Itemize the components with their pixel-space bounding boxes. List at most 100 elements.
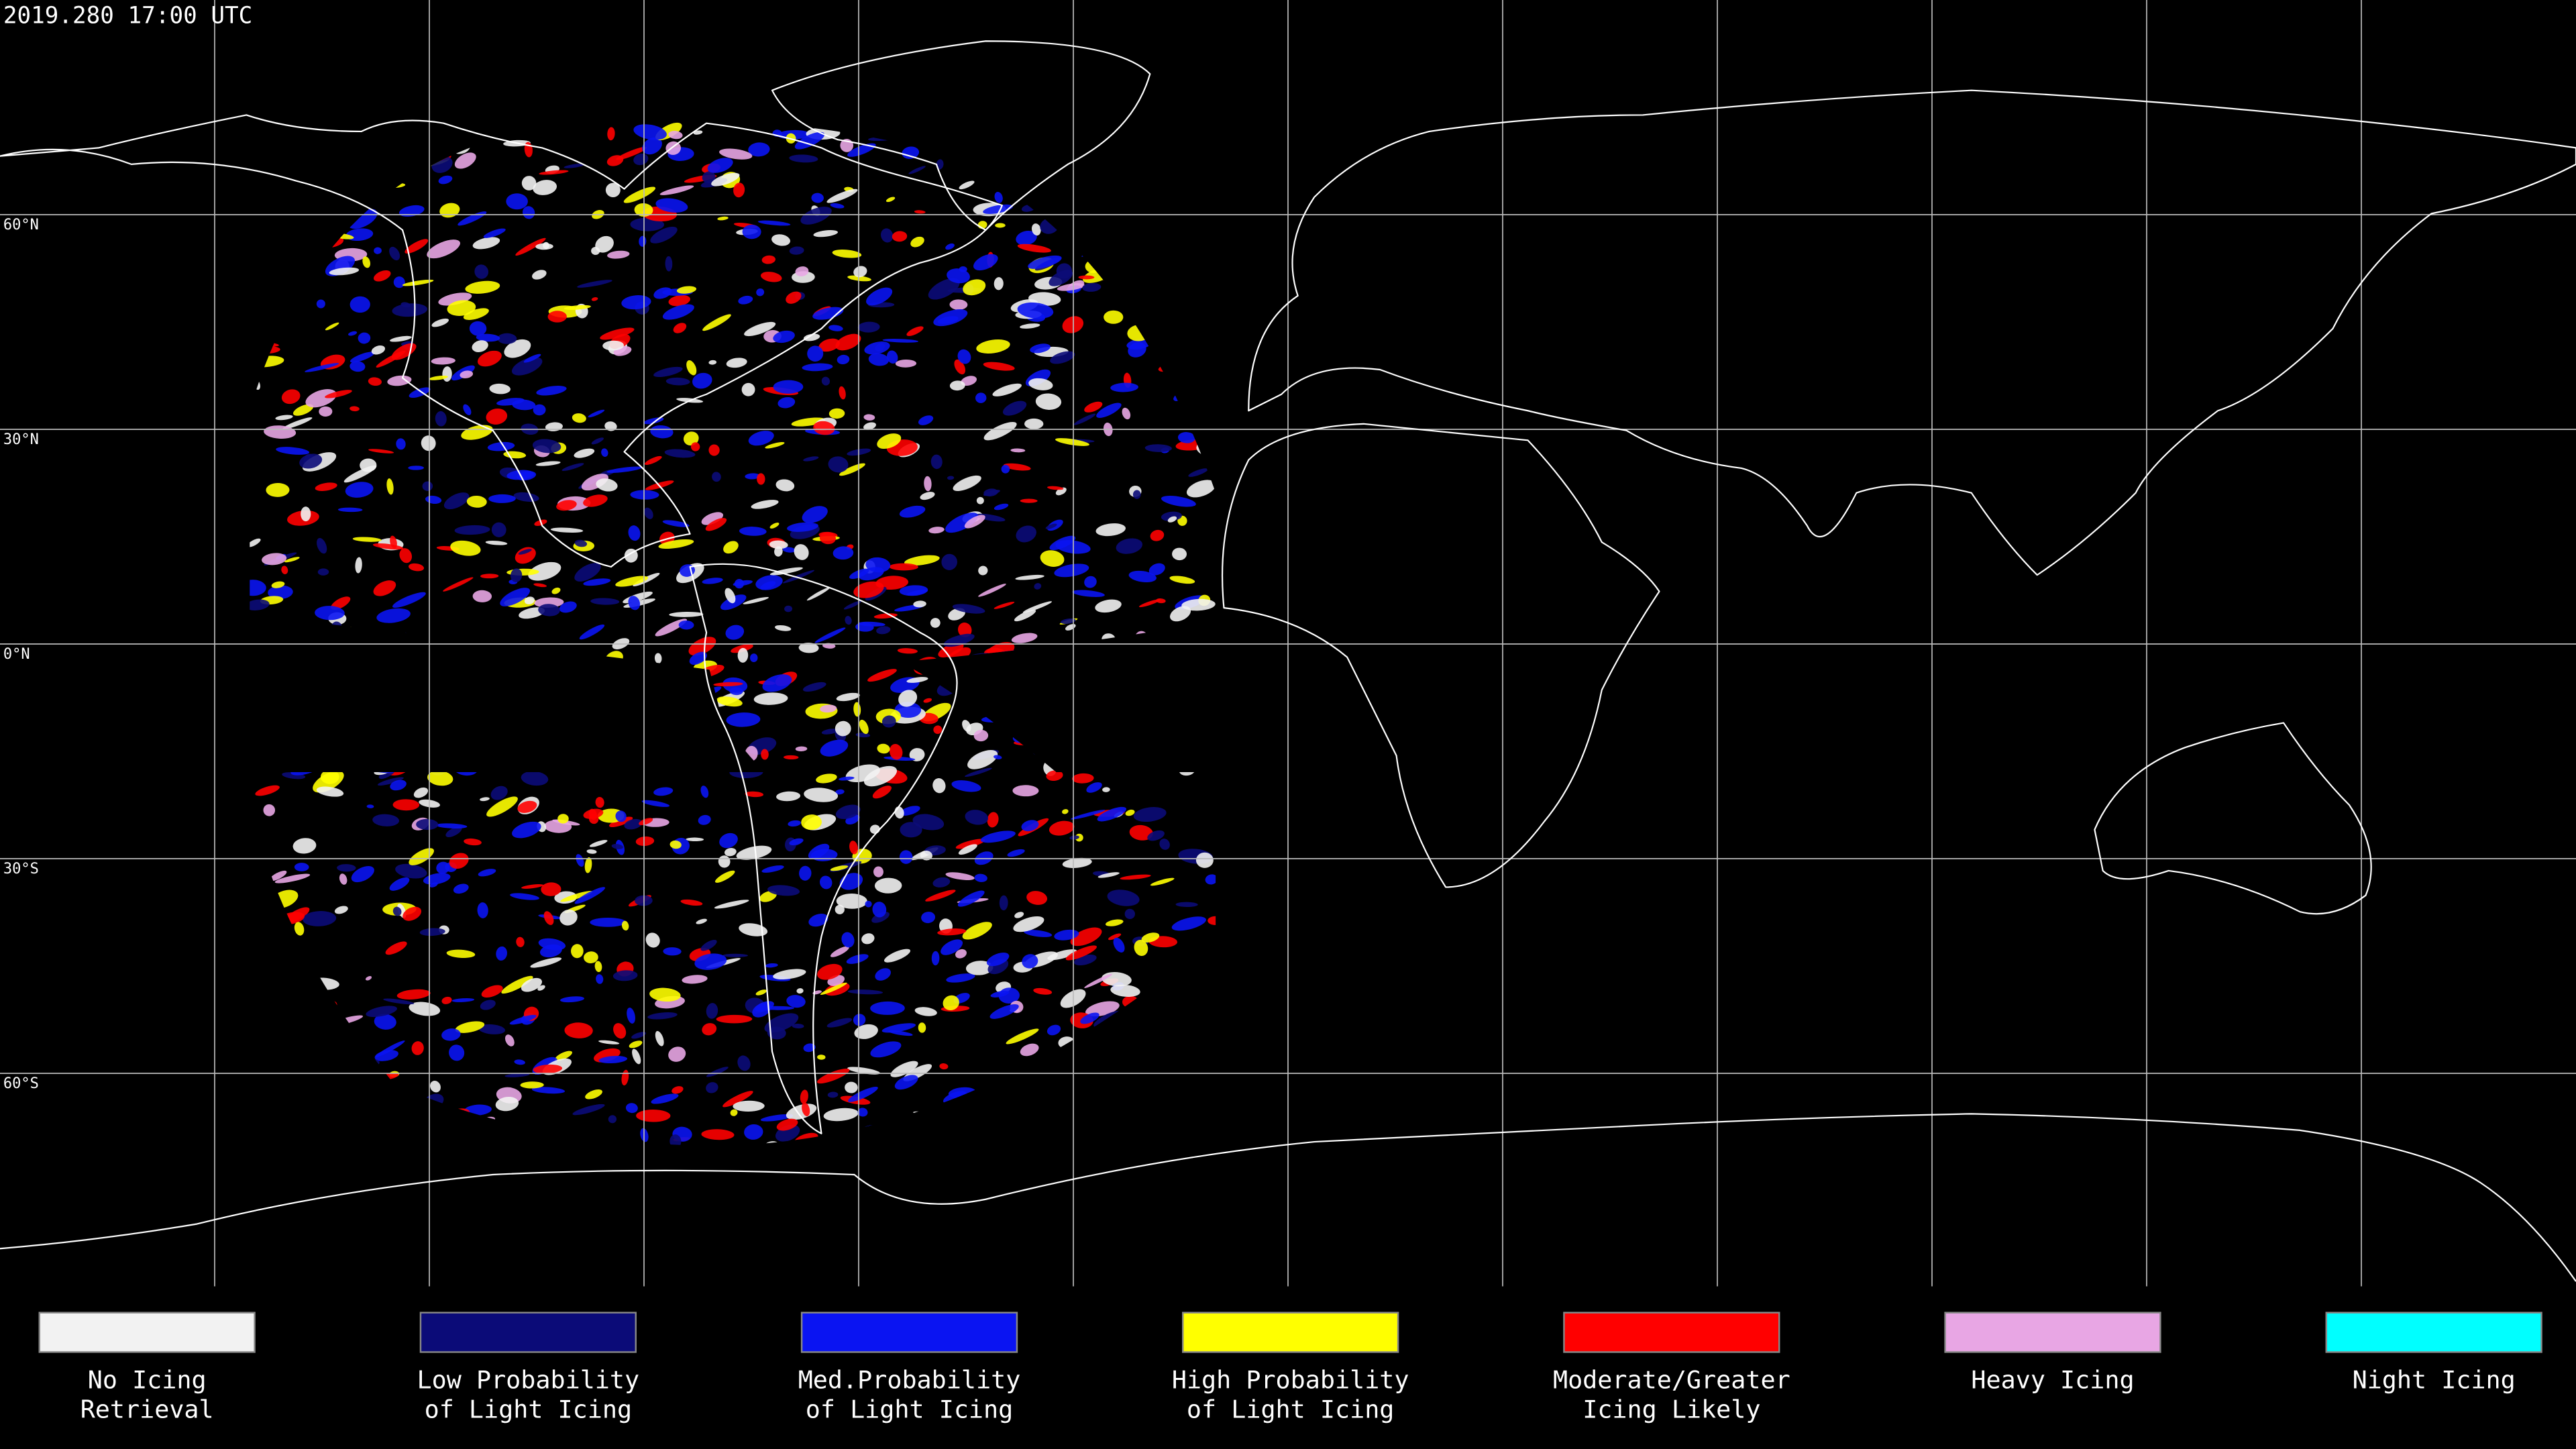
icing-patch xyxy=(733,580,753,586)
icing-patch xyxy=(504,1034,515,1046)
icing-patch xyxy=(1007,849,1025,857)
icing-patch xyxy=(528,561,561,581)
icing-patch xyxy=(1171,916,1206,931)
legend-swatch xyxy=(419,1311,637,1353)
icing-patch xyxy=(775,625,792,631)
icing-patch xyxy=(701,512,724,525)
icing-patch xyxy=(802,682,826,692)
icing-patch xyxy=(535,461,561,466)
icing-patch xyxy=(1050,351,1075,364)
icing-patch xyxy=(594,961,602,973)
icing-patch xyxy=(523,354,541,363)
icing-patch xyxy=(1015,574,1044,580)
icing-patch xyxy=(350,406,360,412)
icing-patch xyxy=(547,311,567,323)
icing-patch xyxy=(586,849,597,854)
icing-patch xyxy=(315,482,337,491)
icing-patch xyxy=(515,547,536,564)
icing-patch xyxy=(811,193,824,203)
icing-patch xyxy=(1017,302,1054,319)
icing-patch xyxy=(1055,438,1089,446)
icing-patch xyxy=(447,300,476,316)
icing-patch xyxy=(937,928,967,936)
icing-patch xyxy=(480,1000,496,1010)
icing-patch xyxy=(817,963,843,980)
icing-patch xyxy=(775,479,795,492)
icing-patch xyxy=(1148,563,1165,576)
icing-patch xyxy=(557,814,569,824)
icing-patch xyxy=(497,333,517,344)
icing-patch xyxy=(365,975,372,981)
icing-patch xyxy=(973,254,998,271)
icing-patch xyxy=(841,932,855,948)
africa-eurasia xyxy=(1221,89,2576,888)
icing-patch xyxy=(700,786,709,798)
icing-patch xyxy=(642,137,662,155)
icing-patch xyxy=(1125,809,1135,816)
icing-patch xyxy=(375,1040,405,1057)
icing-patch xyxy=(669,612,704,617)
icing-patch xyxy=(480,797,490,802)
icing-patch xyxy=(769,523,780,529)
icing-patch xyxy=(644,455,662,466)
icing-patch xyxy=(835,333,861,351)
icing-patch xyxy=(859,719,869,735)
icing-patch xyxy=(511,568,523,582)
icing-patch xyxy=(874,877,902,894)
icing-patch xyxy=(918,1022,926,1033)
icing-patch xyxy=(281,566,288,574)
icing-patch xyxy=(347,331,358,336)
icing-patch xyxy=(445,826,462,837)
icing-patch xyxy=(683,431,699,446)
icing-patch xyxy=(608,1115,617,1124)
icing-patch xyxy=(962,720,971,733)
icing-patch xyxy=(1120,874,1151,880)
icing-patch xyxy=(392,592,426,608)
icing-patch xyxy=(828,325,843,331)
icing-patch xyxy=(408,466,424,470)
icing-patch xyxy=(933,725,943,735)
icing-patch xyxy=(939,1063,949,1070)
icing-patch xyxy=(920,850,932,861)
icing-patch xyxy=(533,583,547,588)
icing-patch xyxy=(983,204,1014,214)
icing-patch xyxy=(255,785,280,796)
icing-patch xyxy=(716,1014,753,1024)
icing-patch xyxy=(853,266,867,278)
legend-label: of Light Icing xyxy=(425,1395,633,1424)
icing-patch xyxy=(941,939,963,955)
icing-patch xyxy=(773,969,806,980)
latitude-label: 30°S xyxy=(3,861,39,877)
icing-patch xyxy=(392,303,428,317)
icing-patch xyxy=(761,749,769,760)
icing-patch xyxy=(795,266,809,276)
icing-patch xyxy=(870,1041,902,1058)
icing-patch xyxy=(345,482,374,498)
north-america xyxy=(0,114,1003,568)
icing-patch xyxy=(518,549,532,555)
icing-patch xyxy=(1110,984,1140,998)
icing-patch xyxy=(1122,407,1131,420)
icing-patch xyxy=(1003,463,1031,471)
icing-patch xyxy=(460,370,474,379)
icing-patch xyxy=(706,1003,718,1019)
icing-patch xyxy=(803,333,820,341)
icing-patch xyxy=(454,152,476,169)
icing-patch xyxy=(714,900,749,909)
icing-patch xyxy=(1021,820,1039,832)
legend-label: Retrieval xyxy=(80,1395,214,1424)
icing-patch xyxy=(524,596,535,604)
icing-patch xyxy=(726,358,747,368)
icing-patch xyxy=(812,307,844,320)
icing-patch xyxy=(485,541,508,545)
icing-patch xyxy=(1097,872,1120,878)
icing-patch xyxy=(1181,598,1216,611)
icing-patch xyxy=(976,496,984,504)
icing-patch xyxy=(520,1081,544,1089)
icing-patch xyxy=(682,975,708,984)
icing-patch xyxy=(692,372,712,389)
icing-patch xyxy=(719,833,738,849)
icing-patch xyxy=(906,677,928,683)
icing-patch xyxy=(392,906,402,916)
icing-patch xyxy=(949,299,968,310)
